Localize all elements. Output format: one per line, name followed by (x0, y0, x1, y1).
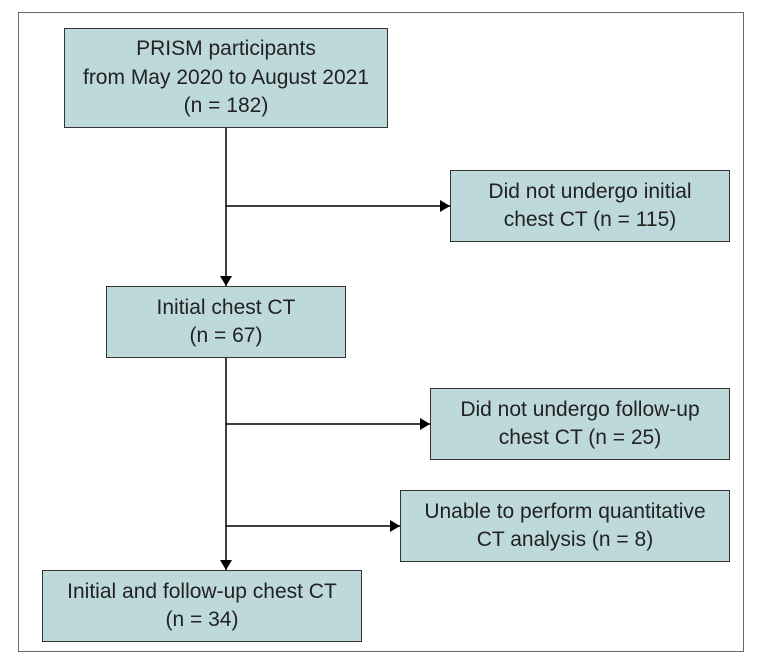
node-n2: Did not undergo initial chest CT (n = 11… (450, 170, 730, 242)
node-n6: Initial and follow-up chest CT (n = 34) (42, 570, 362, 642)
node-n4: Did not undergo follow-up chest CT (n = … (430, 388, 730, 460)
flowchart-canvas: PRISM participants from May 2020 to Augu… (0, 0, 762, 664)
node-n1: PRISM participants from May 2020 to Augu… (64, 28, 388, 128)
node-n5: Unable to perform quantitative CT analys… (400, 490, 730, 562)
node-n3: Initial chest CT (n = 67) (106, 286, 346, 358)
